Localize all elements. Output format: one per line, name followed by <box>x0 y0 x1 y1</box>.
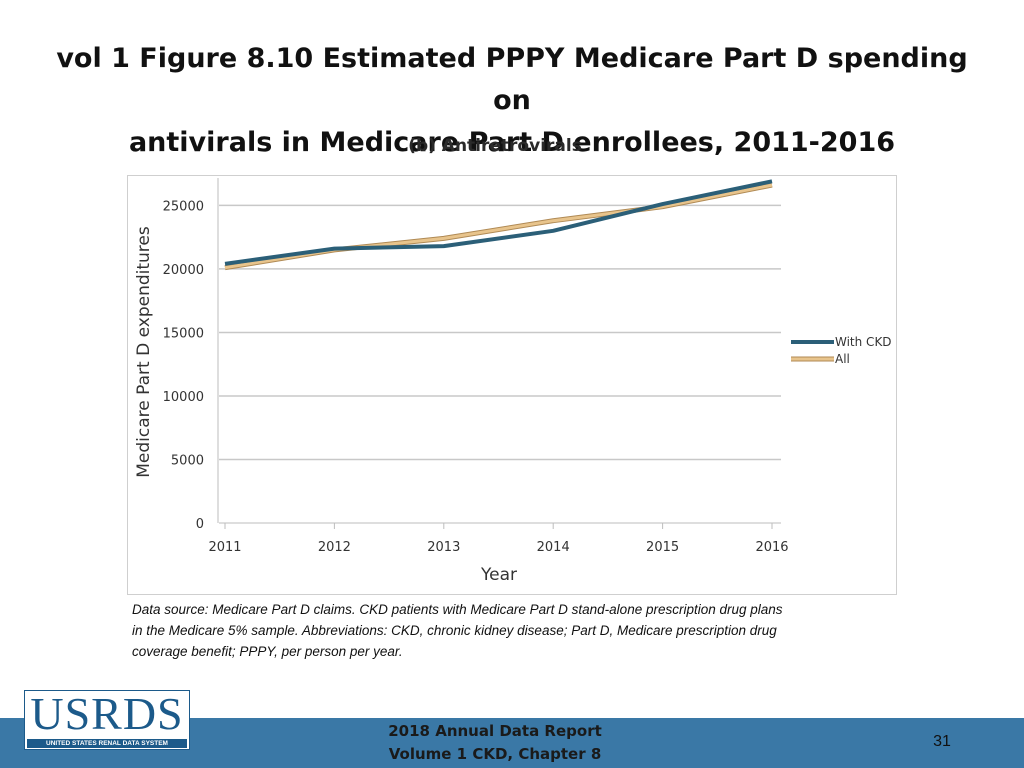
y-tick-label: 20000 <box>163 263 204 278</box>
y-tick-label: 5000 <box>171 453 204 468</box>
x-tick-label: 2012 <box>318 540 351 555</box>
data-source-note: Data source: Medicare Part D claims. CKD… <box>132 599 902 662</box>
x-axis-title: Year <box>480 565 517 585</box>
usrds-logo: USRDS UNITED STATES RENAL DATA SYSTEM <box>24 690 190 750</box>
y-tick-label: 15000 <box>163 326 204 341</box>
logo-wordmark: USRDS <box>30 688 184 739</box>
note-line-2: in the Medicare 5% sample. Abbreviations… <box>132 623 777 638</box>
y-tick-label: 10000 <box>163 390 204 405</box>
footer-volume: Volume 1 CKD, Chapter 8 <box>388 745 602 763</box>
legend-label-all: All <box>835 352 850 366</box>
series-line-with-ckd <box>224 179 773 266</box>
y-axis-title: Medicare Part D expenditures <box>134 226 154 478</box>
slide-title: vol 1 Figure 8.10 Estimated PPPY Medicar… <box>40 38 984 164</box>
slide-title-line1: vol 1 Figure 8.10 Estimated PPPY Medicar… <box>56 43 968 116</box>
note-line-1: Data source: Medicare Part D claims. CKD… <box>132 602 783 617</box>
y-tick-label: 0 <box>196 517 204 532</box>
x-tick-label: 2015 <box>646 540 679 555</box>
x-tick-label: 2011 <box>208 540 241 555</box>
note-line-3: coverage benefit; PPPY, per person per y… <box>132 644 403 659</box>
logo-subtext: UNITED STATES RENAL DATA SYSTEM <box>27 739 187 748</box>
footer-report-title: 2018 Annual Data Report <box>388 722 602 740</box>
legend-label-with-ckd: With CKD <box>835 335 892 349</box>
x-tick-label: 2013 <box>427 540 460 555</box>
page-number: 31 <box>933 733 951 750</box>
x-tick-label: 2016 <box>755 540 788 555</box>
slide-title-line2: antivirals in Medicare Part D enrollees,… <box>128 127 896 158</box>
chart-title: (b) Antiretrovirals <box>408 136 582 156</box>
chart-panel: 0 5000 10000 15000 20000 25000 2011 2012 2013 201… <box>127 175 897 595</box>
y-tick-label: 25000 <box>163 199 204 214</box>
line-chart: 0 5000 10000 15000 20000 25000 2011 2012 2013 201… <box>134 178 892 585</box>
x-tick-label: 2014 <box>537 540 570 555</box>
